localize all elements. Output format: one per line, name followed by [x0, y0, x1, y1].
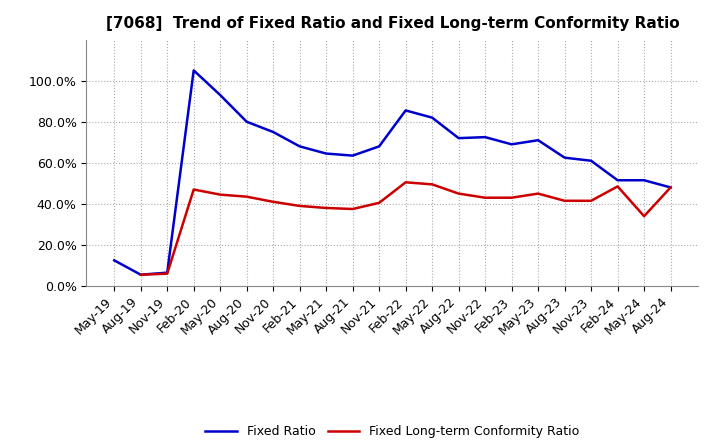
Fixed Long-term Conformity Ratio: [508, 195, 516, 200]
Fixed Ratio: [322, 151, 330, 156]
Fixed Ratio: [375, 144, 384, 149]
Fixed Ratio: [295, 144, 304, 149]
Fixed Ratio: [401, 108, 410, 113]
Fixed Ratio: [481, 135, 490, 140]
Fixed Long-term Conformity Ratio: [375, 200, 384, 205]
Fixed Ratio: [666, 185, 675, 190]
Fixed Ratio: [508, 142, 516, 147]
Fixed Ratio: [136, 272, 145, 277]
Fixed Long-term Conformity Ratio: [560, 198, 569, 203]
Fixed Ratio: [243, 119, 251, 125]
Fixed Long-term Conformity Ratio: [322, 205, 330, 211]
Fixed Ratio: [454, 136, 463, 141]
Fixed Long-term Conformity Ratio: [613, 184, 622, 189]
Fixed Ratio: [587, 158, 595, 163]
Fixed Ratio: [269, 129, 277, 135]
Fixed Ratio: [189, 68, 198, 73]
Line: Fixed Ratio: Fixed Ratio: [114, 70, 670, 275]
Fixed Ratio: [348, 153, 357, 158]
Fixed Long-term Conformity Ratio: [428, 182, 436, 187]
Fixed Long-term Conformity Ratio: [640, 213, 649, 219]
Fixed Long-term Conformity Ratio: [666, 185, 675, 190]
Fixed Ratio: [110, 258, 119, 263]
Fixed Long-term Conformity Ratio: [454, 191, 463, 196]
Fixed Long-term Conformity Ratio: [163, 271, 171, 276]
Fixed Long-term Conformity Ratio: [243, 194, 251, 199]
Fixed Long-term Conformity Ratio: [216, 192, 225, 197]
Title: [7068]  Trend of Fixed Ratio and Fixed Long-term Conformity Ratio: [7068] Trend of Fixed Ratio and Fixed Lo…: [106, 16, 679, 32]
Fixed Ratio: [613, 178, 622, 183]
Legend: Fixed Ratio, Fixed Long-term Conformity Ratio: Fixed Ratio, Fixed Long-term Conformity …: [200, 420, 585, 440]
Fixed Ratio: [560, 155, 569, 160]
Fixed Ratio: [428, 115, 436, 120]
Fixed Long-term Conformity Ratio: [189, 187, 198, 192]
Fixed Ratio: [163, 270, 171, 275]
Fixed Long-term Conformity Ratio: [348, 206, 357, 212]
Fixed Ratio: [216, 92, 225, 98]
Fixed Long-term Conformity Ratio: [136, 272, 145, 277]
Fixed Ratio: [534, 138, 542, 143]
Fixed Long-term Conformity Ratio: [401, 180, 410, 185]
Fixed Long-term Conformity Ratio: [481, 195, 490, 200]
Line: Fixed Long-term Conformity Ratio: Fixed Long-term Conformity Ratio: [140, 182, 670, 275]
Fixed Long-term Conformity Ratio: [534, 191, 542, 196]
Fixed Long-term Conformity Ratio: [295, 203, 304, 209]
Fixed Long-term Conformity Ratio: [587, 198, 595, 203]
Fixed Ratio: [640, 178, 649, 183]
Fixed Long-term Conformity Ratio: [269, 199, 277, 205]
